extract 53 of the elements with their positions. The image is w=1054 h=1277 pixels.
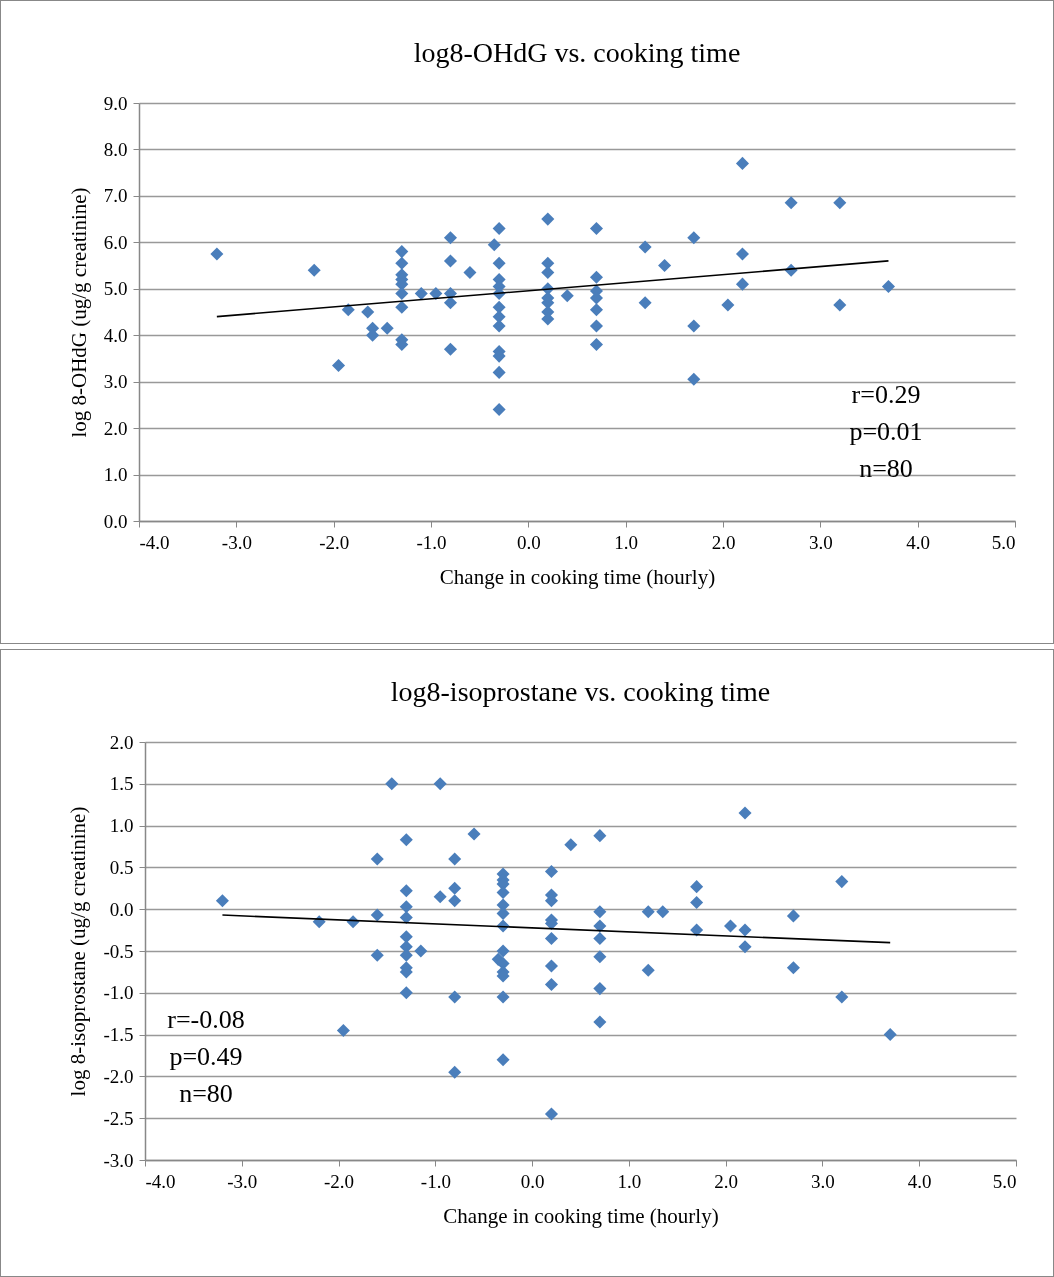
y-tick-label: 1.0	[109, 815, 134, 837]
y-tick-label: -0.5	[103, 940, 134, 962]
x-tick-label: 3.0	[808, 531, 833, 553]
annotation: p=0.01	[849, 417, 923, 446]
x-tick-label: 5.0	[991, 531, 1016, 553]
x-tick-label: 0.0	[516, 531, 541, 553]
y-tick-label: 0.0	[109, 898, 134, 920]
y-tick-label: 7.0	[103, 185, 128, 207]
x-tick-label: -4.0	[139, 531, 170, 553]
x-tick-label: 2.0	[714, 1170, 739, 1192]
x-tick-label: 1.0	[614, 531, 639, 553]
y-tick-label: 4.0	[103, 324, 128, 346]
x-tick-label: -1.0	[420, 1170, 451, 1192]
y-axis-title: log 8-isoprostane (ug/g creatinine)	[66, 806, 91, 1097]
x-axis-title: Change in cooking time (hourly)	[443, 1203, 719, 1228]
y-tick-label: 8.0	[103, 138, 128, 160]
y-tick-label: -3.0	[103, 1149, 134, 1171]
annotation: n=80	[859, 454, 913, 483]
annotation: n=80	[179, 1079, 233, 1108]
y-tick-label: 1.5	[109, 773, 134, 795]
x-tick-label: 5.0	[992, 1170, 1017, 1192]
y-tick-label: -1.0	[103, 982, 134, 1004]
y-tick-label: 9.0	[103, 92, 128, 114]
x-axis-title: Change in cooking time (hourly)	[439, 564, 716, 589]
y-tick-label: 3.0	[103, 371, 128, 393]
x-tick-label: 0.0	[520, 1170, 545, 1192]
y-tick-label: -2.0	[103, 1065, 134, 1087]
y-tick-label: -2.5	[103, 1107, 134, 1129]
y-tick-label: 0.0	[103, 510, 128, 532]
chart-title: log8-isoprostane vs. cooking time	[390, 676, 771, 707]
annotation: p=0.49	[169, 1042, 243, 1071]
x-tick-label: -4.0	[145, 1170, 176, 1192]
x-tick-label: -2.0	[324, 1170, 355, 1192]
x-tick-label: -3.0	[227, 1170, 258, 1192]
y-tick-label: 6.0	[103, 231, 128, 253]
y-tick-label: 5.0	[103, 278, 128, 300]
y-tick-label: 0.5	[109, 856, 134, 878]
x-tick-label: 4.0	[906, 531, 931, 553]
x-tick-label: -2.0	[319, 531, 350, 553]
chart-title: log8-OHdG vs. cooking time	[413, 37, 741, 68]
x-tick-label: 4.0	[907, 1170, 932, 1192]
x-tick-label: 2.0	[711, 531, 736, 553]
y-tick-label: 1.0	[103, 464, 128, 486]
y-tick-label: -1.5	[103, 1024, 134, 1046]
y-tick-label: 2.0	[103, 417, 128, 439]
annotation: r=-0.08	[167, 1005, 245, 1034]
x-tick-label: -1.0	[416, 531, 447, 553]
y-tick-label: 2.0	[109, 731, 134, 753]
x-tick-label: 1.0	[617, 1170, 642, 1192]
x-tick-label: 3.0	[811, 1170, 835, 1192]
y-axis-title: log 8-OHdG (ug/g creatinine)	[66, 187, 91, 438]
x-tick-label: -3.0	[221, 531, 252, 553]
annotation: r=0.29	[851, 380, 921, 409]
